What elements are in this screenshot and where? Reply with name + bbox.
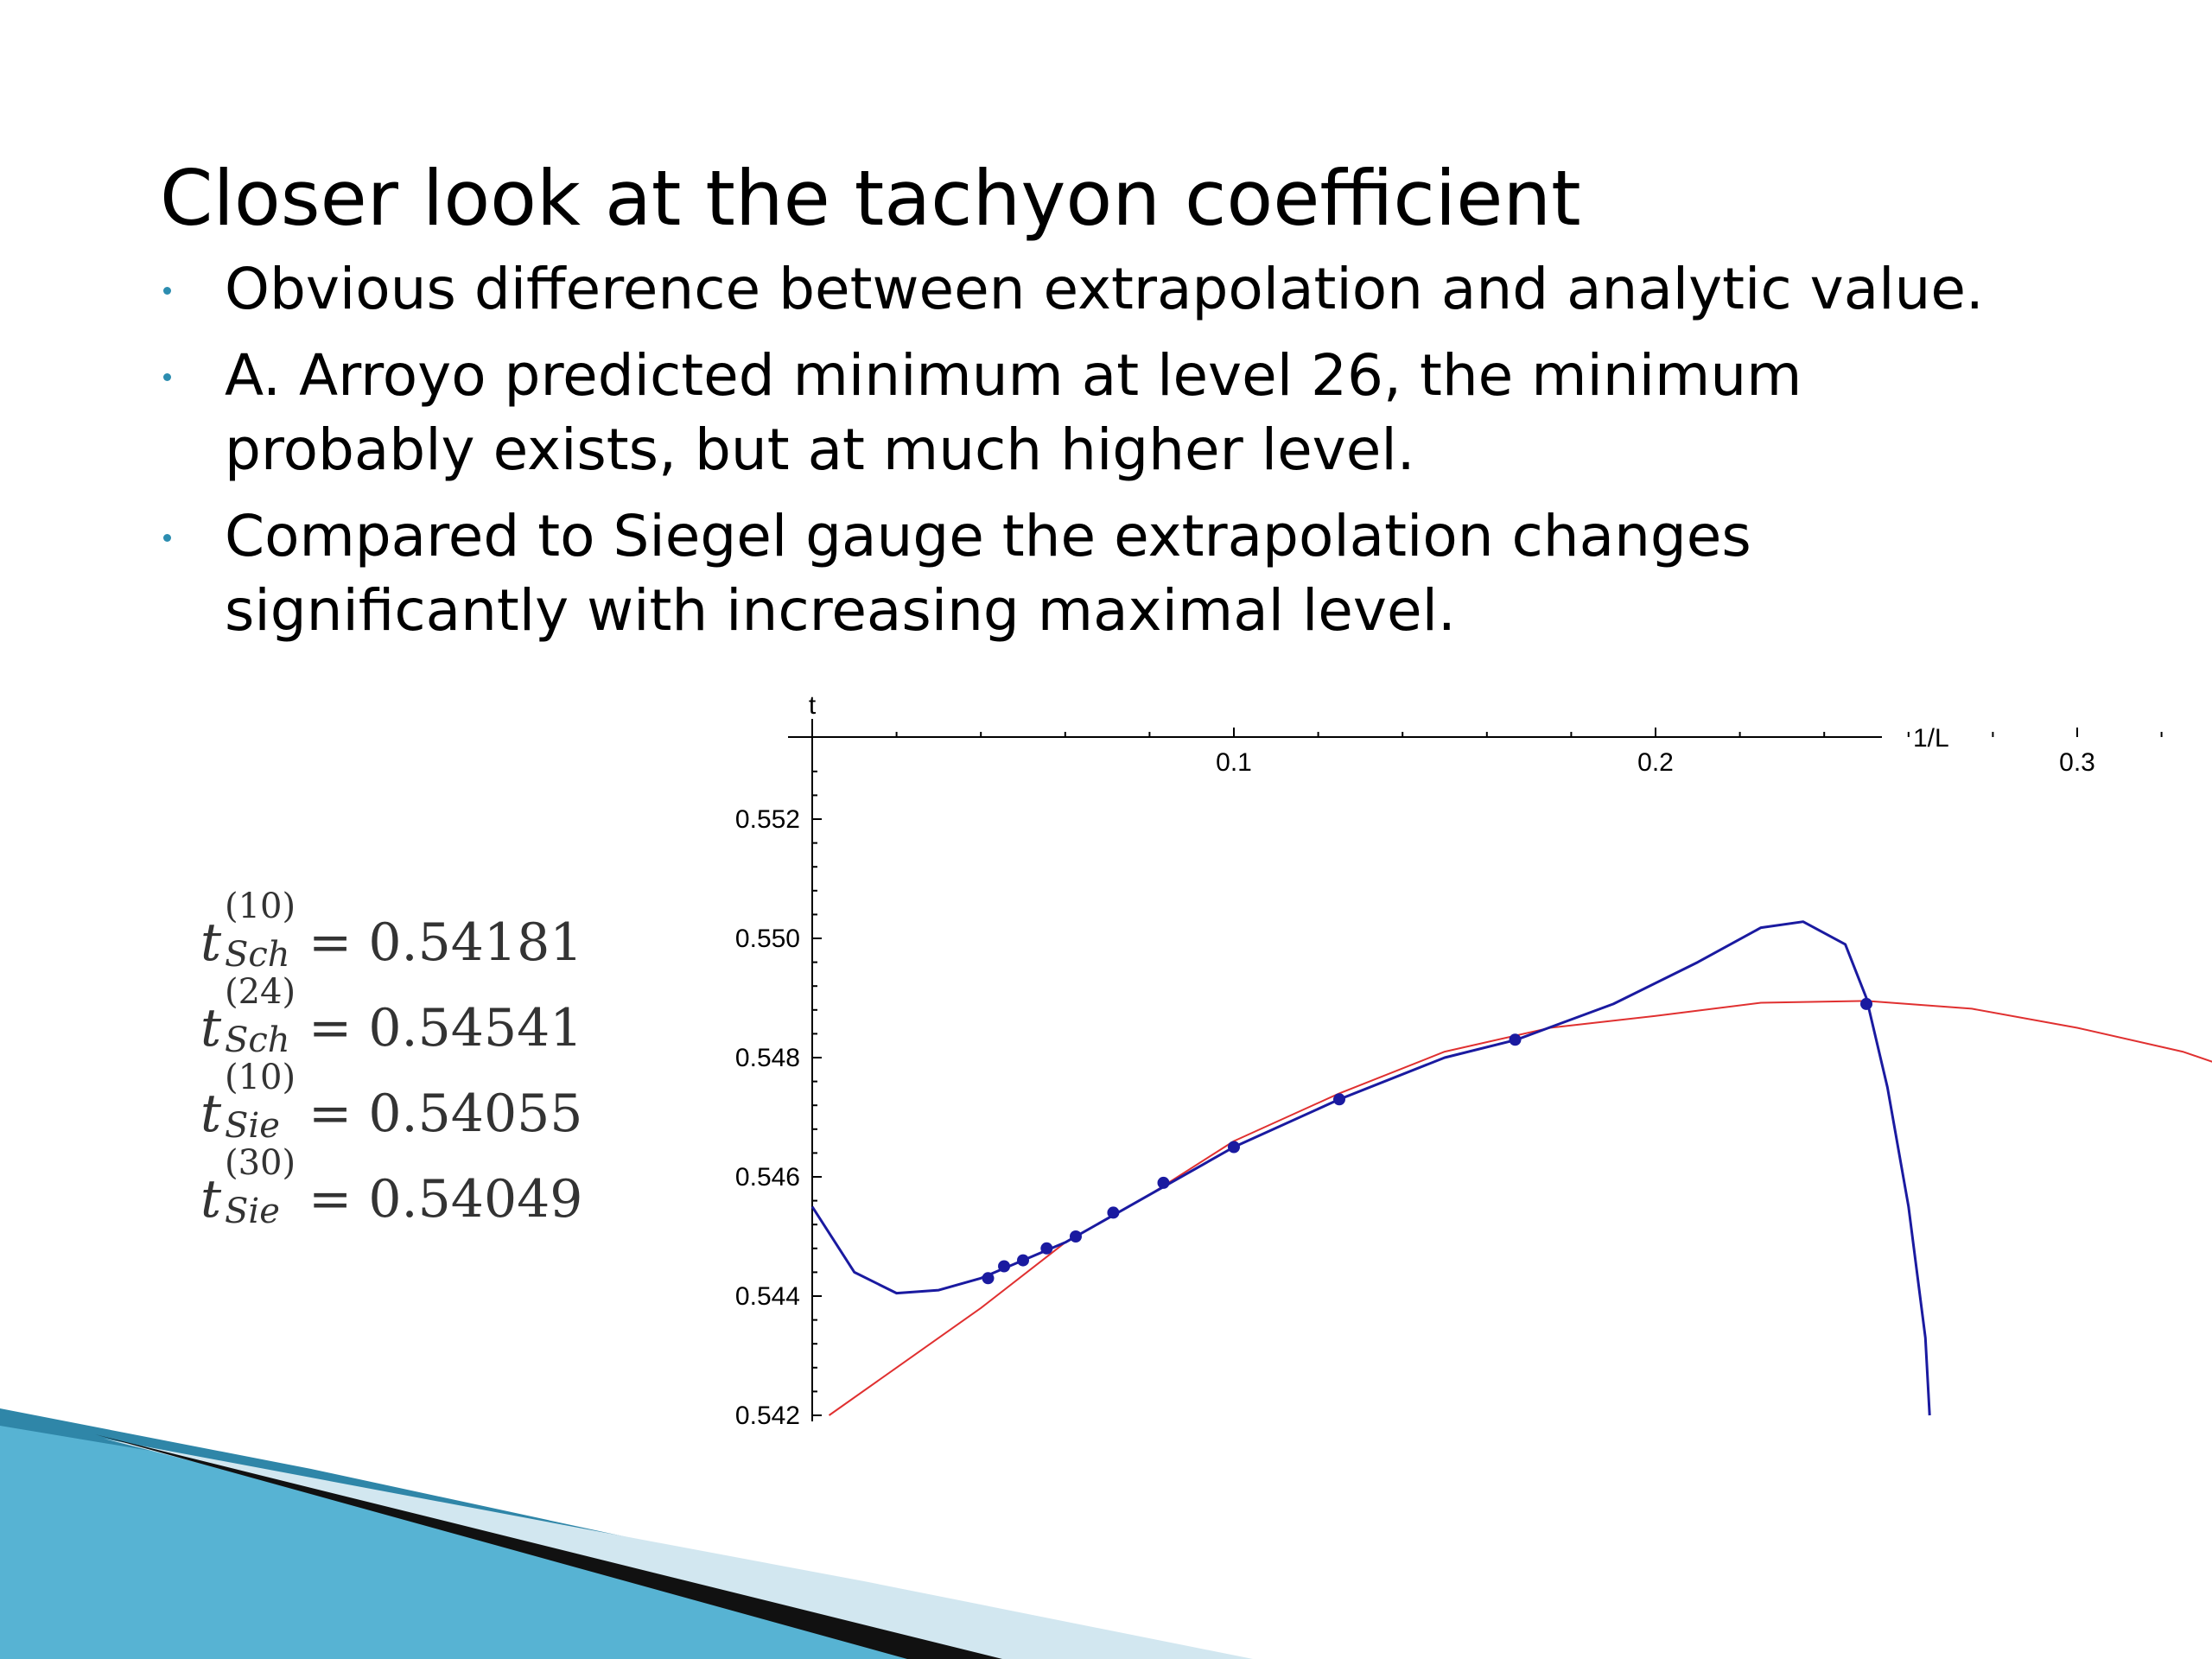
bullet-marker: [163, 373, 171, 381]
formula-symbol: t: [200, 998, 222, 1058]
corner-band-pale: [104, 1439, 1253, 1659]
formula-symbol: t: [200, 1169, 222, 1230]
formula-superscript: (30): [225, 1143, 296, 1183]
y-tick-label: 0.544: [735, 1282, 800, 1311]
formula-subscript: Sch: [225, 935, 290, 975]
data-point: [1228, 1141, 1240, 1154]
bullet-marker: [163, 287, 171, 295]
formula-subscript: Sch: [225, 1020, 290, 1060]
y-tick-label: 0.550: [735, 925, 800, 953]
bullet-text: A. Arroyo predicted minimum at level 26,…: [225, 342, 1802, 409]
plot-area: 0.10.20.30.40.50.5420.5440.5460.5480.550…: [735, 691, 2212, 1430]
y-tick-label: 0.542: [735, 1402, 800, 1430]
formula-subscript: Sie: [225, 1192, 280, 1231]
slide-title: Closer look at the tachyon coefficient: [160, 154, 1581, 243]
data-point: [1107, 1206, 1120, 1219]
corner-band-dark: [95, 1434, 1002, 1659]
x-tick-label: 0.1: [1216, 748, 1252, 777]
bullet-text: Compared to Siegel gauge the extrapolati…: [225, 503, 1751, 569]
formula-subscript: Sie: [225, 1106, 280, 1146]
formula-value: = 0.54049: [308, 1169, 583, 1230]
data-point: [1860, 997, 1872, 1010]
corner-decoration: [0, 1408, 1253, 1659]
bullet-list: Obvious difference between extrapolation…: [160, 252, 2147, 660]
formula-superscript: (24): [225, 972, 296, 1012]
series-line-red: [828, 1000, 2212, 1416]
x-tick-label: 0.3: [2059, 748, 2095, 777]
x-axis-label: 1/L: [1913, 724, 1949, 753]
bullet-marker: [163, 534, 171, 542]
formula-symbol: t: [200, 1084, 222, 1144]
formula-value: = 0.54181: [308, 912, 583, 973]
x-tick-label: 0.2: [1637, 748, 1674, 777]
y-tick-label: 0.546: [735, 1163, 800, 1192]
data-point: [1157, 1176, 1170, 1189]
data-point: [1040, 1242, 1053, 1255]
formula-value: = 0.54541: [308, 998, 583, 1058]
series-line-blue: [810, 920, 1931, 1416]
bullet-item: Obvious difference between extrapolation…: [160, 252, 2147, 327]
data-point: [1017, 1254, 1029, 1267]
formula-symbol: t: [200, 912, 222, 973]
bullet-text: Obvious difference between extrapolation…: [225, 256, 1984, 322]
data-point: [1333, 1093, 1345, 1106]
bullet-text-continued: probably exists, but at much higher leve…: [225, 416, 1415, 483]
data-point: [1070, 1230, 1082, 1243]
bullet-text-continued: significantly with increasing maximal le…: [225, 577, 1456, 644]
y-axis-label: t: [809, 691, 817, 720]
formula-superscript: (10): [225, 1058, 296, 1097]
formula-value: = 0.54055: [308, 1084, 583, 1144]
y-tick-label: 0.552: [735, 805, 800, 834]
y-tick-label: 0.548: [735, 1044, 800, 1072]
bullet-item: A. Arroyo predicted minimum at level 26,…: [160, 339, 2147, 487]
bullet-item: Compared to Siegel gauge the extrapolati…: [160, 499, 2147, 648]
formula-superscript: (10): [225, 887, 296, 926]
data-point: [982, 1272, 995, 1285]
data-point: [1509, 1033, 1522, 1046]
data-point: [998, 1260, 1011, 1273]
